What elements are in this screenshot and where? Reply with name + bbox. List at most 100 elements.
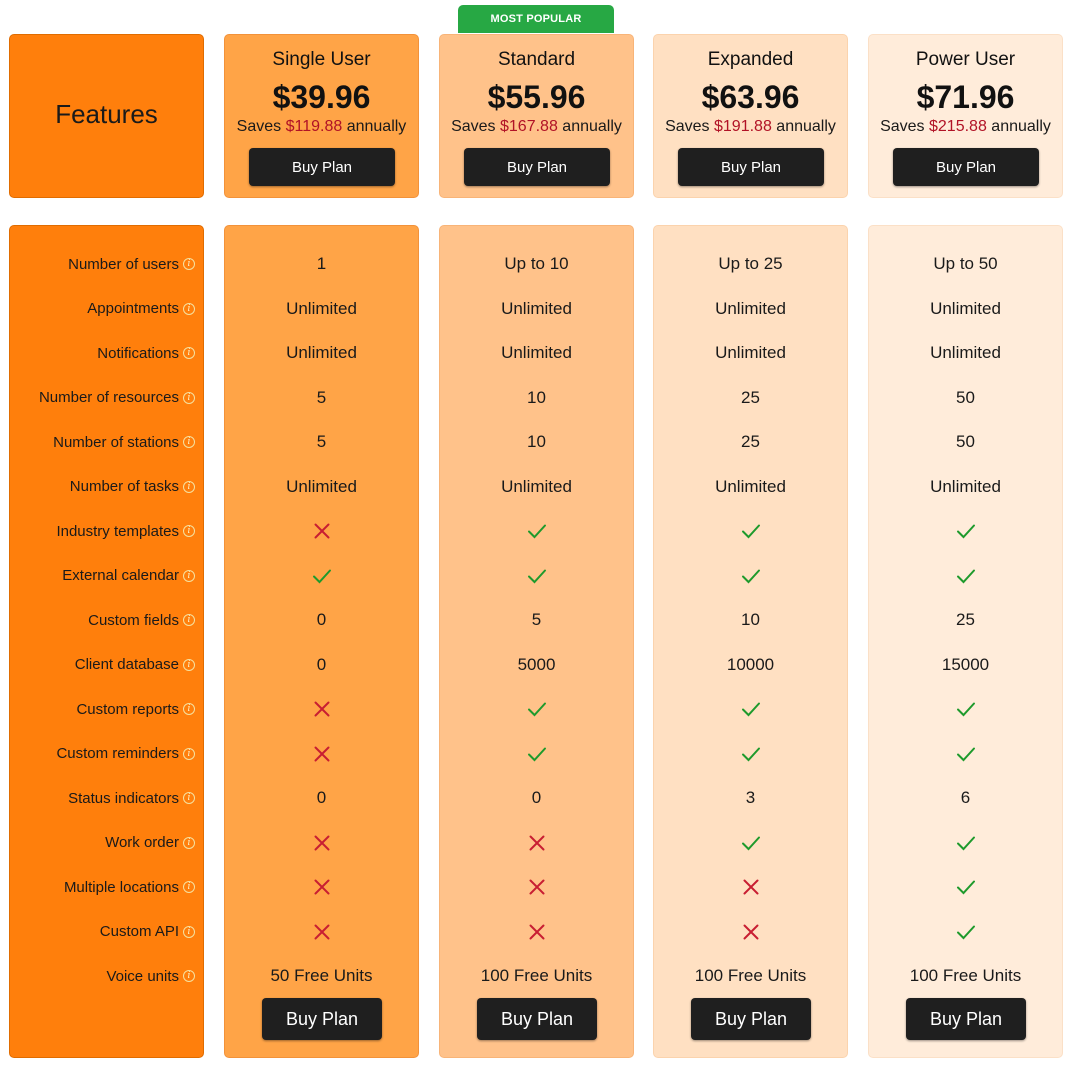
feature-value [440,554,633,599]
feature-value: 3 [745,788,756,808]
check-icon [956,880,975,895]
info-icon[interactable]: i [183,703,195,716]
feature-value: Unlimited [715,343,786,363]
buy-plan-button-single-user-top[interactable]: Buy Plan [249,148,395,186]
cross-icon [743,924,758,940]
info-icon[interactable]: i [183,614,195,627]
check-icon [312,569,331,584]
feature-label-row: Work order i [10,821,203,866]
info-icon[interactable]: i [183,436,195,449]
info-icon[interactable]: i [183,302,195,315]
feature-value: 100 Free Units [909,966,1022,986]
feature-value: Up to 50 [933,254,998,274]
cross-icon [529,879,544,895]
feature-value: Unlimited [930,343,1001,363]
feature-label-row: Status indicators i [10,776,203,821]
feature-value: 1 [316,254,327,274]
feature-list: Number of users i Appointments i Notificatio… [10,242,203,999]
feature-label: Custom reminders [56,745,179,763]
buy-plan-button-standard-top[interactable]: Buy Plan [464,148,610,186]
feature-value [869,687,1062,732]
feature-value: 6 [960,788,971,808]
info-icon[interactable]: i [183,569,195,582]
buy-plan-button-standard-bottom[interactable]: Buy Plan [477,998,597,1040]
plan-name: Single User [272,49,371,70]
info-icon[interactable]: i [183,347,195,360]
feature-label: External calendar [62,567,179,585]
features-header: Features [9,34,204,198]
buy-plan-button-power-user-bottom[interactable]: Buy Plan [906,998,1026,1040]
feature-value: Unlimited [930,298,1001,318]
cross-icon [529,924,544,940]
info-icon[interactable]: i [183,391,195,404]
cross-icon [314,835,329,851]
feature-value: 50 [956,387,975,407]
info-icon[interactable]: i [183,480,195,493]
info-icon[interactable]: i [183,925,195,938]
feature-value [440,732,633,777]
check-icon [956,747,975,762]
buy-plan-button-expanded-top[interactable]: Buy Plan [678,148,824,186]
cross-icon [743,879,758,895]
plan-savings: Saves $119.88 annually [236,118,407,135]
feature-value [225,687,418,732]
info-icon[interactable]: i [183,792,195,805]
check-icon [741,747,760,762]
feature-value [654,865,847,910]
feature-label: Custom API [99,923,179,941]
info-icon[interactable]: i [183,881,195,894]
feature-value: 25 [741,432,760,452]
feature-value: Unlimited [715,298,786,318]
buy-plan-button-single-user-bottom[interactable]: Buy Plan [262,998,382,1040]
feature-label: Work order [105,834,179,852]
buy-plan-button-power-user-top[interactable]: Buy Plan [893,148,1039,186]
feature-label-row: Number of users i [10,242,203,287]
feature-label: Number of resources [38,389,179,407]
plan-column-power-user: Up to 50 Unlimited Unlimited 50 50 Unlimited 2… [868,225,1063,1058]
buy-plan-button-expanded-bottom[interactable]: Buy Plan [691,998,811,1040]
savings-amount: $119.88 [285,118,343,135]
feature-value: 15000 [941,654,990,674]
feature-label: Status indicators [68,789,179,807]
info-icon[interactable]: i [183,258,195,271]
info-icon[interactable]: i [183,970,195,983]
savings-amount: $215.88 [929,118,987,135]
feature-value [225,554,418,599]
check-icon [956,569,975,584]
feature-value: 10 [527,387,546,407]
check-icon [527,524,546,539]
feature-value [654,509,847,554]
feature-value: 100 Free Units [480,966,593,986]
info-icon[interactable]: i [183,658,195,671]
info-icon[interactable]: i [183,747,195,760]
plan-header-power-user: Power User $71.96 Saves $215.88 annually… [868,34,1063,198]
info-icon[interactable]: i [183,525,195,538]
feature-label: Notifications [97,344,179,362]
feature-value: Unlimited [286,343,357,363]
feature-value: Unlimited [715,476,786,496]
feature-value [869,554,1062,599]
info-icon[interactable]: i [183,836,195,849]
feature-label: Number of stations [53,433,179,451]
feature-value: 0 [316,654,327,674]
check-icon [527,747,546,762]
feature-value: Unlimited [501,343,572,363]
feature-value [654,910,847,955]
feature-value: 100 Free Units [694,966,807,986]
feature-value: 5 [316,387,327,407]
feature-label-row: Industry templates i [10,509,203,554]
check-icon [956,836,975,851]
feature-value: 50 [956,432,975,452]
plan-column-expanded: Up to 25 Unlimited Unlimited 25 25 Unlimited 1… [653,225,848,1058]
savings-amount: $167.88 [500,118,558,135]
check-icon [956,925,975,940]
feature-value: 5 [531,610,542,630]
feature-value [654,687,847,732]
feature-label: Number of tasks [69,478,179,496]
plan-header-standard: Standard $55.96 Saves $167.88 annually B… [439,34,634,198]
plan-savings: Saves $215.88 annually [880,118,1051,135]
plan-header-single-user: Single User $39.96 Saves $119.88 annuall… [224,34,419,198]
feature-value [654,554,847,599]
check-icon [741,702,760,717]
feature-value [869,821,1062,866]
